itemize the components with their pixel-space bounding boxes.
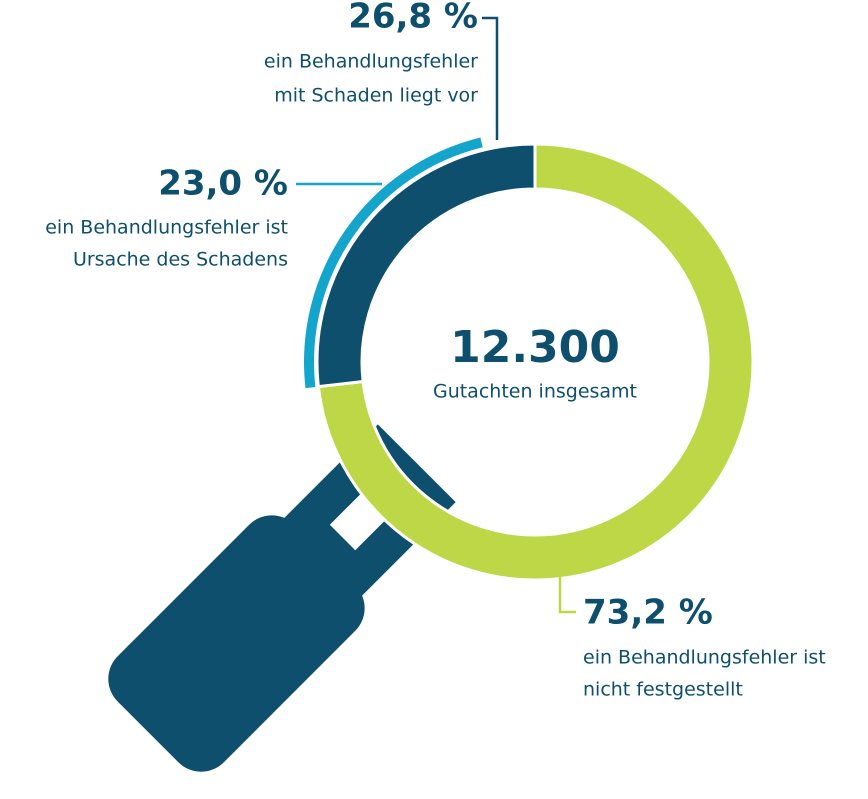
magnifier-handle xyxy=(108,424,456,772)
category-label: ein Behandlungsfehler ist xyxy=(45,217,288,239)
category-label: Ursache des Schadens xyxy=(73,249,288,271)
outer-arc xyxy=(304,137,483,389)
donut xyxy=(304,137,755,582)
category-label: ein Behandlungsfehler xyxy=(264,51,478,73)
category-label: mit Schaden liegt vor xyxy=(274,85,478,107)
value-label: 23,0 % xyxy=(158,164,288,204)
donut-segment xyxy=(315,142,537,389)
value-label: 26,8 % xyxy=(348,0,478,37)
leader-line xyxy=(558,565,576,614)
donut-segment xyxy=(316,142,755,582)
leader-line xyxy=(482,16,499,140)
center-text: Gutachten insgesamt xyxy=(433,381,637,403)
category-label: ein Behandlungsfehler ist xyxy=(583,647,826,669)
center-value: 12.300 xyxy=(450,322,620,373)
value-label: 73,2 % xyxy=(583,593,713,633)
category-label: nicht festgestellt xyxy=(583,679,743,701)
